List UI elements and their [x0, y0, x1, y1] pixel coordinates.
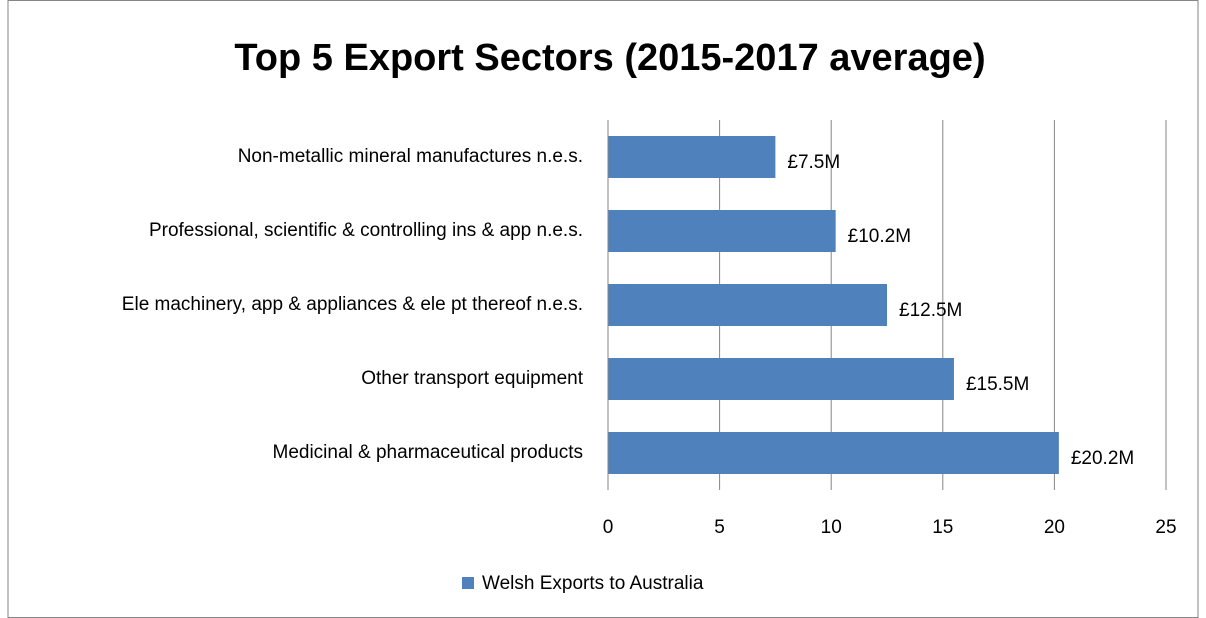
legend-label: Welsh Exports to Australia	[482, 573, 704, 594]
bar	[608, 136, 776, 178]
chart-title: Top 5 Export Sectors (2015-2017 average)	[234, 37, 985, 79]
data-label: £12.5M	[899, 300, 962, 321]
bar	[608, 210, 836, 252]
x-tick-label: 5	[714, 517, 725, 538]
y-tick-label: Other transport equipment	[361, 368, 584, 389]
x-tick-label: 10	[821, 517, 842, 538]
x-tick-label: 15	[932, 517, 953, 538]
x-tick-label: 0	[603, 517, 614, 538]
y-tick-label: Medicinal & pharmaceutical products	[273, 442, 584, 463]
bar	[608, 358, 954, 400]
x-tick-label: 20	[1044, 517, 1065, 538]
y-tick-label: Professional, scientific & controlling i…	[149, 220, 583, 241]
y-tick-label: Non-metallic mineral manufactures n.e.s.	[238, 146, 583, 167]
bar	[608, 432, 1059, 474]
data-label: £7.5M	[787, 152, 840, 173]
y-tick-label: Ele machinery, app & appliances & ele pt…	[122, 294, 583, 315]
data-label: £10.2M	[848, 226, 911, 247]
data-label: £20.2M	[1071, 448, 1134, 469]
data-label: £15.5M	[966, 374, 1029, 395]
legend-swatch	[462, 577, 474, 589]
x-tick-label: 25	[1155, 517, 1176, 538]
bar	[608, 284, 887, 326]
